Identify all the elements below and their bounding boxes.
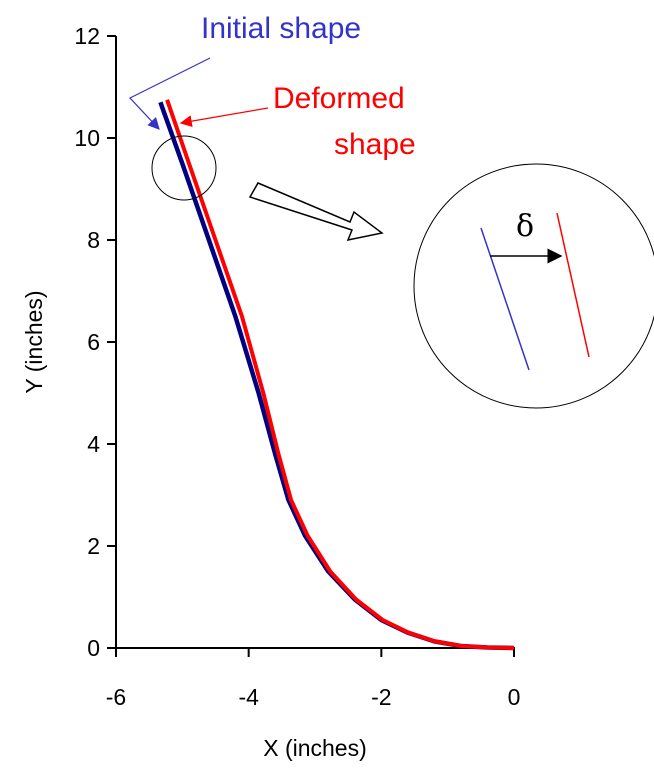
- y-tick-label: 0: [87, 635, 100, 661]
- y-tick-label: 2: [87, 533, 100, 559]
- x-tick-label: -6: [106, 684, 126, 710]
- deformed-shape-label-line2: shape: [334, 128, 416, 161]
- x-tick-label: -2: [371, 684, 391, 710]
- zoom-source-circle: [151, 135, 217, 201]
- zoom-initial-line: [480, 227, 530, 371]
- y-axis-label: Y (inches): [21, 290, 47, 393]
- x-tick-label: -4: [238, 684, 259, 710]
- series-line-initial-shape: [158, 101, 515, 651]
- y-tick-label: 4: [87, 431, 100, 457]
- x-axis-label: X (inches): [263, 735, 367, 761]
- initial-shape-annotation: Initial shape: [129, 12, 361, 130]
- x-tick-label: 0: [508, 684, 521, 710]
- deformed-shape-label-line1: Deformed: [273, 82, 405, 115]
- y-tick-label: 6: [87, 329, 100, 355]
- deformed-shape-leader: [179, 107, 269, 128]
- zoom-detail-circle: [413, 163, 654, 409]
- y-tick-label: 12: [74, 23, 100, 49]
- y-tick-label: 10: [74, 125, 100, 151]
- zoom-arrow: [248, 182, 384, 242]
- zoom-deformed-line: [556, 212, 590, 358]
- series-line-deformed-shape: [165, 99, 515, 650]
- zoom-detail: δ: [413, 163, 654, 409]
- axis-ticks: -6 -4 -2 0 0 2 4 6 8 10 12: [74, 23, 520, 710]
- delta-symbol: δ: [516, 209, 534, 244]
- series-layer: [158, 99, 515, 651]
- deformed-shape-annotation: Deformed shape: [179, 82, 416, 161]
- initial-shape-leader: [129, 57, 211, 130]
- initial-shape-label: Initial shape: [201, 12, 361, 45]
- y-tick-label: 8: [87, 227, 100, 253]
